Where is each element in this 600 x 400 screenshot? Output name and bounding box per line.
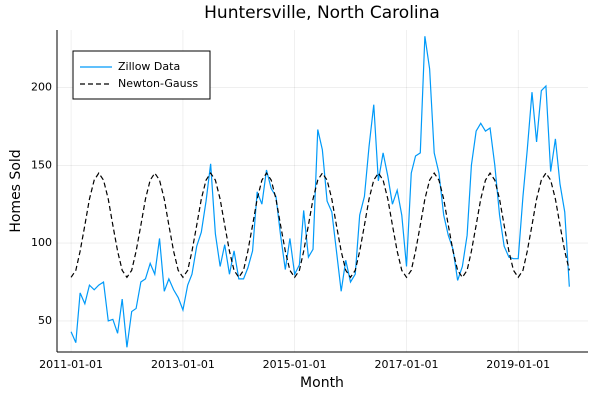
legend-label: Newton-Gauss	[118, 77, 198, 90]
legend-label: Zillow Data	[118, 60, 180, 73]
y-tick-label: 50	[38, 314, 52, 327]
series-line	[70, 36, 570, 348]
y-tick-label: 100	[31, 236, 52, 249]
x-tick-label: 2013-01-01	[151, 358, 215, 371]
x-tick-label: 2017-01-01	[375, 358, 439, 371]
chart-title: Huntersville, North Carolina	[204, 3, 440, 23]
x-axis-label: Month	[300, 375, 344, 391]
y-tick-label: 150	[31, 158, 52, 171]
x-tick-label: 2015-01-01	[263, 358, 327, 371]
series-line	[70, 172, 570, 279]
legend-box	[72, 50, 211, 100]
x-tick-label: 2011-01-01	[39, 358, 103, 371]
y-tick-label: 200	[31, 81, 52, 94]
x-tick-label: 2019-01-01	[486, 358, 550, 371]
plot-lines	[70, 36, 570, 348]
y-axis-label: Homes Sold	[8, 149, 24, 232]
legend: Zillow Data Newton-Gauss	[72, 50, 211, 100]
